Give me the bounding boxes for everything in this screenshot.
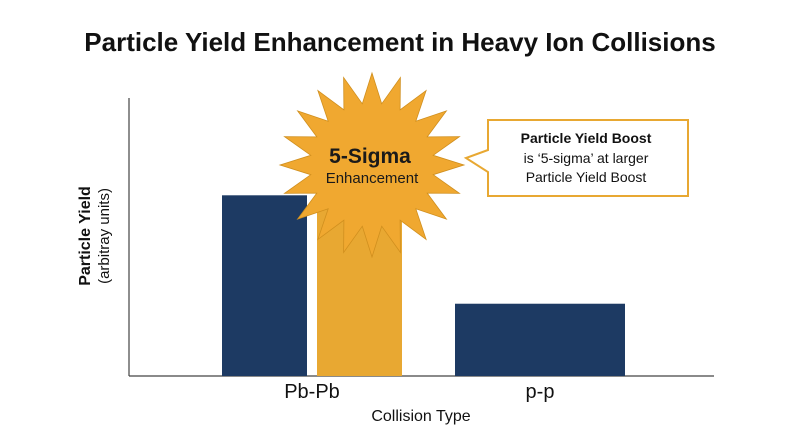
category-label-p-p: p-p xyxy=(526,381,555,403)
chart-title: Particle Yield Enhancement in Heavy Ion … xyxy=(84,27,715,57)
callout-line-2: is ‘5-sigma’ at larger xyxy=(524,150,649,166)
x-axis-label: Collision Type xyxy=(371,408,470,425)
bar-pb-pb-series-1 xyxy=(222,195,307,376)
callout-title: Particle Yield Boost xyxy=(521,130,652,146)
callout-line-3: Particle Yield Boost xyxy=(526,169,647,185)
category-labels: Pb-Pb p-p xyxy=(284,381,554,403)
starburst-subtitle: Enhancement xyxy=(326,170,419,187)
category-label-pb-pb: Pb-Pb xyxy=(284,381,340,403)
starburst-title: 5-Sigma xyxy=(329,145,411,168)
y-axis-sublabel: (arbitray units) xyxy=(96,188,113,284)
callout-box xyxy=(463,119,689,197)
bar-p-p-series-1 xyxy=(455,303,625,376)
y-axis-label: Particle Yield xyxy=(77,186,94,286)
starburst-badge xyxy=(278,71,466,259)
